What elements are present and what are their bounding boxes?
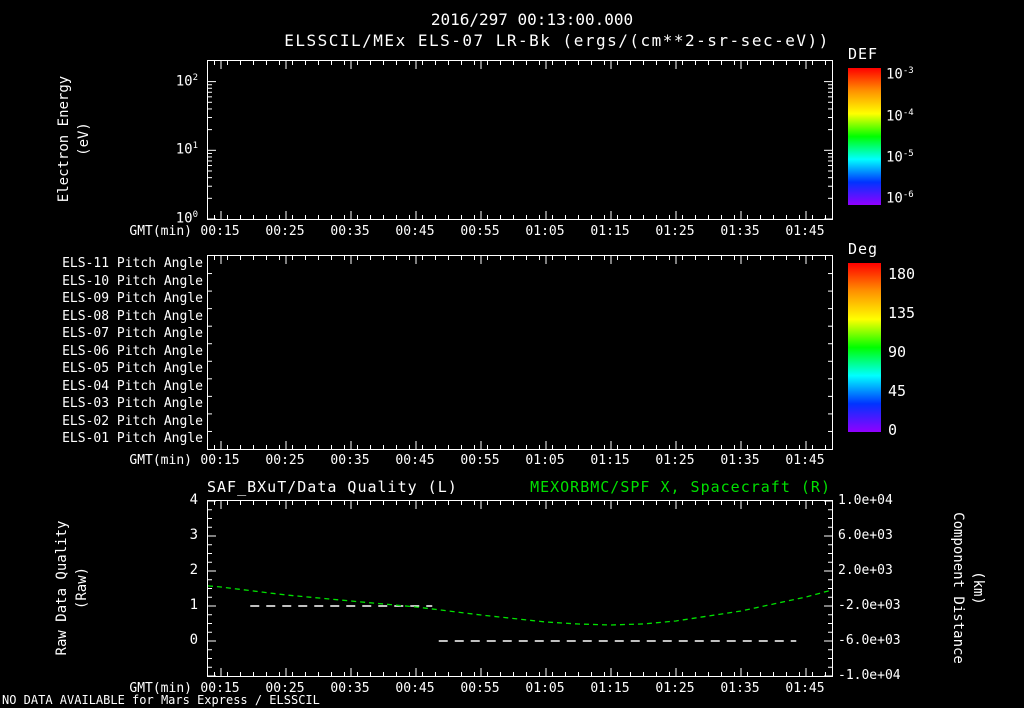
x-tick-label: 00:35 [330, 224, 370, 239]
distance-y-tick-label: -6.0e+03 [838, 633, 901, 648]
x-tick-label: 00:15 [200, 224, 240, 239]
x-tick-label: 01:25 [655, 681, 695, 696]
pitch-row-label: ELS-11 Pitch Angle [62, 256, 203, 271]
x-tick-label: 01:35 [720, 681, 760, 696]
deg-colorbar-title: Deg [848, 240, 879, 258]
quality-y-tick-label: 2 [189, 562, 198, 578]
no-data-message: NO DATA AVAILABLE for Mars Express / ELS… [2, 693, 320, 707]
pitch-row-label: ELS-04 Pitch Angle [62, 378, 203, 394]
deg-colorbar-tick-label: 90 [888, 343, 907, 362]
quality-y-tick-label: 0 [189, 632, 198, 648]
x-tick-label: 00:45 [395, 453, 435, 468]
def-colorbar-title: DEF [848, 45, 879, 63]
x-tick-label: 00:55 [460, 681, 500, 696]
distance-y-tick-label: 6.0e+03 [838, 528, 893, 543]
distance-y-tick-label: -1.0e+04 [838, 668, 901, 683]
x-tick-label: 01:35 [720, 224, 760, 239]
pitch-row-label: ELS-02 Pitch Angle [62, 413, 203, 429]
energy-spectrogram-panel [207, 60, 833, 220]
x-tick-label: 01:35 [720, 453, 760, 468]
energy-axis-units: (eV) [76, 122, 92, 156]
energy-y-tick-label: 101 [175, 141, 198, 158]
quality-axes [207, 500, 833, 677]
x-tick-label: 00:25 [265, 681, 305, 696]
x-tick-label: 00:15 [200, 681, 240, 696]
x-tick-label: 00:35 [330, 681, 370, 696]
distance-y-tick-label: -2.0e+03 [838, 598, 901, 613]
x-tick-label: 01:45 [785, 453, 825, 468]
def-colorbar-tick-label: 10-3 [886, 65, 914, 83]
quality-axis-units: (Raw) [74, 566, 90, 610]
x-tick-label: 01:15 [590, 453, 630, 468]
deg-colorbar-tick-label: 0 [888, 420, 898, 439]
x-tick-label: 00:55 [460, 224, 500, 239]
x-tick-label: 00:45 [395, 224, 435, 239]
x-tick-label: 01:25 [655, 453, 695, 468]
deg-colorbar-tick-label: 135 [888, 304, 916, 323]
quality-y-tick-label: 1 [189, 597, 198, 613]
x-tick-label: 01:05 [525, 681, 565, 696]
pitch-row-label: ELS-05 Pitch Angle [62, 361, 203, 377]
distance-y-tick-label: 2.0e+03 [838, 563, 893, 578]
quality-y-tick-label: 4 [189, 492, 198, 508]
x-tick-label: 01:45 [785, 681, 825, 696]
x-tick-label: 01:25 [655, 224, 695, 239]
quality-distance-panel [207, 500, 833, 677]
deg-colorbar [848, 263, 881, 432]
distance-axis-label: Component Distance [950, 512, 966, 664]
def-colorbar-tick-label: 10-6 [886, 189, 914, 207]
distance-y-tick-label: 1.0e+04 [838, 493, 893, 508]
energy-y-tick-label: 102 [175, 72, 198, 90]
date-title: 2016/297 00:13:00.000 [430, 10, 634, 29]
x-tick-label: 01:05 [525, 224, 565, 239]
pitch-axes [207, 255, 833, 450]
pitch-row-label: ELS-09 Pitch Angle [62, 291, 203, 307]
bottom-panel-left-title: SAF_BXuT/Data Quality (L) [207, 478, 458, 496]
x-tick-label: 00:35 [330, 453, 370, 468]
pitch-row-label: ELS-01 Pitch Angle [62, 431, 203, 447]
quality-y-tick-label: 3 [189, 527, 198, 543]
x-tick-label: 00:15 [200, 453, 240, 468]
distance-axis-units: (km) [970, 571, 986, 605]
energy-y-tick-label: 100 [175, 210, 198, 227]
def-colorbar [848, 68, 881, 205]
def-colorbar-tick-label: 10-4 [886, 107, 914, 125]
quality-axis-label: Raw Data Quality [54, 520, 70, 656]
x-tick-label: 01:15 [590, 681, 630, 696]
x-tick-label: 00:45 [395, 681, 435, 696]
bottom-panel-right-title: MEXORBMC/SPF X, Spacecraft (R) [530, 478, 831, 496]
x-tick-label: 00:25 [265, 224, 305, 239]
deg-colorbar-tick-label: 180 [888, 264, 916, 283]
x-tick-label: 01:05 [525, 453, 565, 468]
energy-axis-label: Electron Energy [56, 75, 72, 203]
pitch-row-label: ELS-10 Pitch Angle [62, 273, 203, 289]
x-axis-title: GMT(min) [129, 224, 192, 239]
x-tick-label: 01:15 [590, 224, 630, 239]
x-tick-label: 00:55 [460, 453, 500, 468]
pitch-row-label: ELS-06 Pitch Angle [62, 343, 203, 359]
x-tick-label: 00:25 [265, 453, 305, 468]
energy-axes [207, 60, 833, 220]
x-tick-label: 01:45 [785, 224, 825, 239]
pitch-row-label: ELS-07 Pitch Angle [62, 326, 203, 342]
spacecraft-x-series [207, 585, 833, 626]
x-axis-title: GMT(min) [129, 681, 192, 696]
x-axis-title: GMT(min) [129, 453, 192, 468]
deg-colorbar-tick-label: 45 [888, 381, 907, 400]
def-colorbar-tick-label: 10-5 [886, 149, 914, 167]
pitch-angle-panel [207, 255, 833, 450]
plot-subtitle: ELSSCIL/MEx ELS-07 LR-Bk (ergs/(cm**2-sr… [284, 31, 830, 50]
pitch-row-label: ELS-03 Pitch Angle [62, 396, 203, 412]
pitch-row-label: ELS-08 Pitch Angle [62, 308, 203, 324]
